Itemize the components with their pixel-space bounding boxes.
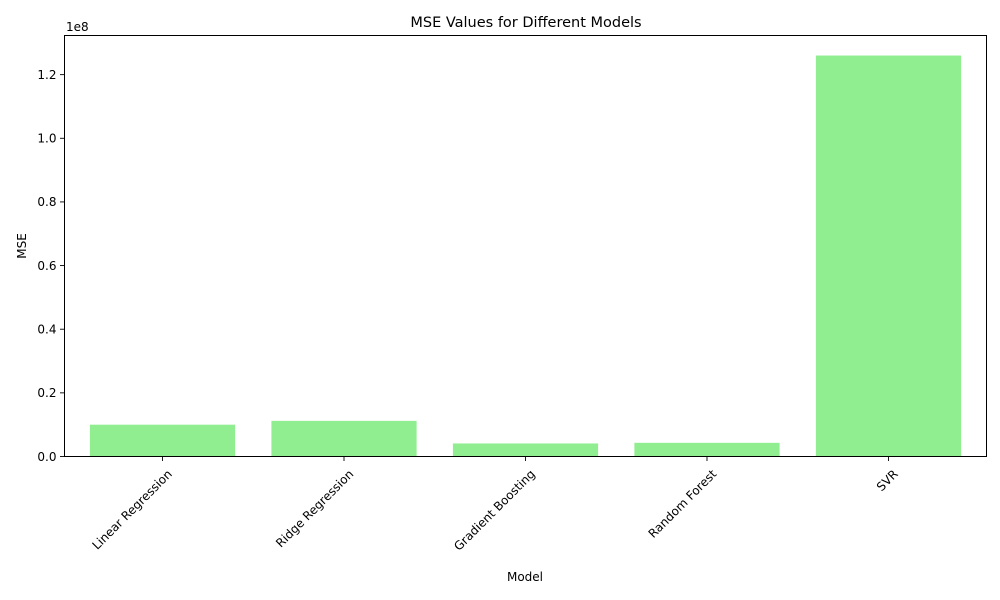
y-tick-label: 0.0 xyxy=(37,450,56,464)
y-tick-label: 0.4 xyxy=(37,323,56,337)
y-tick-label: 1.0 xyxy=(37,132,56,146)
y-tick-label: 0.2 xyxy=(37,386,56,400)
y-axis: 0.0 0.2 0.4 0.6 0.8 1.0 1.2 xyxy=(37,68,65,464)
bars-group xyxy=(89,55,962,457)
bar-linear-regression xyxy=(89,424,236,457)
bar-svr xyxy=(815,55,962,457)
bar-ridge-regression xyxy=(271,420,417,457)
chart-title: MSE Values for Different Models xyxy=(410,15,641,31)
bar-gradient-boosting xyxy=(452,443,599,457)
y-tick-label: 1.2 xyxy=(37,68,56,82)
bar-random-forest xyxy=(634,442,780,457)
x-axis-label: Model xyxy=(507,570,543,584)
y-tick-label: 0.6 xyxy=(37,259,56,273)
y-axis-label: MSE xyxy=(15,233,29,259)
plot-frame xyxy=(64,35,987,457)
y-offset-text: 1e8 xyxy=(66,20,89,34)
y-tick-label: 0.8 xyxy=(37,195,56,209)
